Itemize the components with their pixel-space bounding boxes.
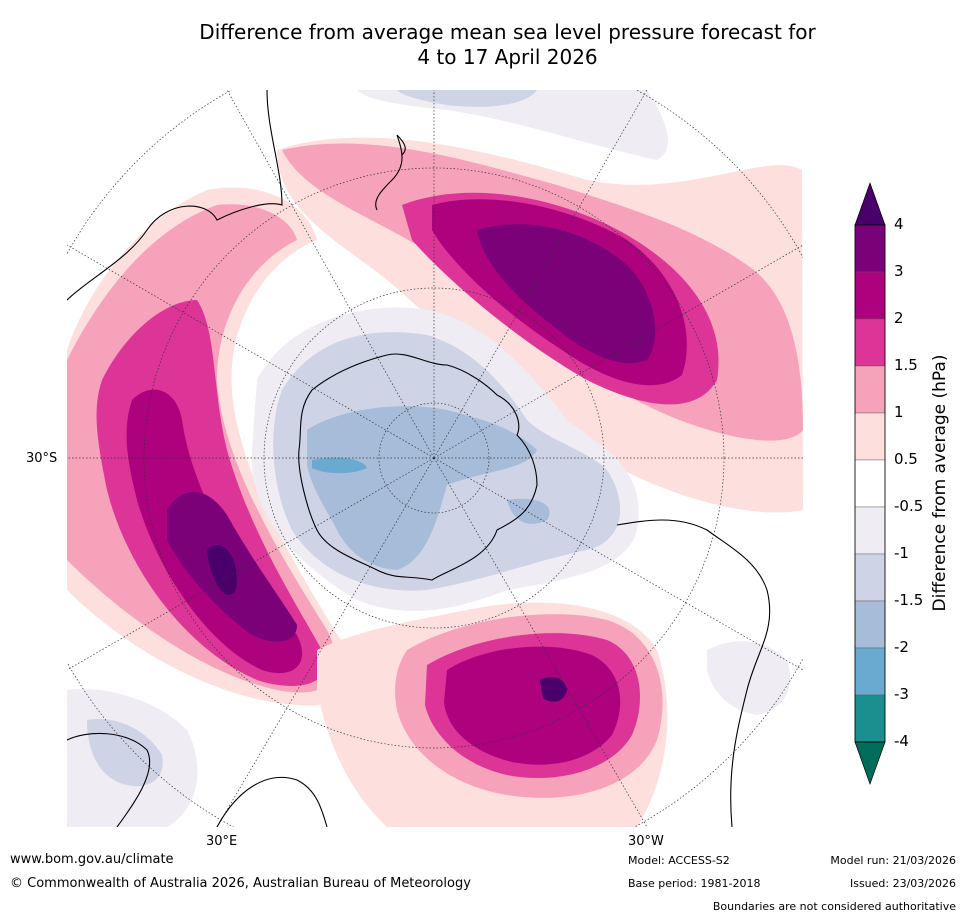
colorbar-tick-label: 1 (894, 403, 904, 421)
copyright: © Commonwealth of Australia 2026, Austra… (10, 876, 471, 891)
colorbar-segment (854, 600, 886, 649)
model-label: Model: ACCESS-S2 (628, 854, 730, 867)
colorbar-tick-label: 1.5 (894, 356, 918, 374)
anomaly-low-top (357, 90, 668, 160)
lon-label-30w: 30°W (628, 834, 664, 849)
colorbar-segment (854, 224, 886, 273)
colorbar-tick-label: -4 (894, 732, 909, 750)
coastlines (67, 90, 771, 827)
anomaly-low-top-inner (397, 90, 537, 107)
colorbar-under-arrow (854, 741, 886, 786)
anomaly-high-indian (67, 187, 354, 706)
lat-label-30s: 30°S (26, 451, 58, 466)
colorbar-segment (854, 412, 886, 461)
polar-map (67, 90, 803, 827)
base-period: Base period: 1981-2018 (628, 877, 761, 890)
colorbar-tick-label: 2 (894, 309, 904, 327)
anomaly-low-antarctica (251, 307, 639, 611)
antarctica-coast (298, 353, 538, 581)
colorbar-tick-label: -1.5 (894, 591, 924, 609)
colorbar-segment (854, 506, 886, 555)
anomaly-high-pacific (277, 137, 803, 513)
colorbar-outline (854, 224, 886, 743)
title-line-1: Difference from average mean sea level p… (199, 20, 816, 44)
colorbar-tick-label: -3 (894, 685, 909, 703)
colorbar-segment (854, 553, 886, 602)
south-america-coast (616, 519, 771, 827)
colorbar-tick-label: 0.5 (894, 450, 918, 468)
colorbar-over-arrow (854, 181, 886, 226)
colorbar-segment (854, 318, 886, 367)
colorbar-segment (854, 694, 886, 743)
website-link[interactable]: www.bom.gov.au/climate (10, 852, 174, 867)
disclaimer: Boundaries are not considered authoritat… (712, 900, 956, 913)
colorbar-segment (854, 271, 886, 320)
issued-date: Issued: 23/03/2026 (849, 877, 956, 890)
africa-coast (67, 732, 328, 827)
colorbar-tick-label: -1 (894, 544, 909, 562)
colorbar-segment (854, 647, 886, 696)
colorbar (854, 181, 886, 786)
colorbar-tick-label: -2 (894, 638, 909, 656)
colorbar-tick-label: 4 (894, 215, 904, 233)
model-run: Model run: 21/03/2026 (830, 854, 956, 867)
colorbar-segment (854, 365, 886, 414)
colorbar-title: Difference from average (hPa) (930, 354, 950, 612)
graticule (67, 90, 803, 827)
anomaly-low-south-america (707, 641, 791, 715)
anomaly-high-atlantic (317, 602, 668, 827)
colorbar-tick-label: -0.5 (894, 497, 924, 515)
colorbar-tick-label: 3 (894, 262, 904, 280)
anomaly-low-africa-inner (87, 719, 163, 787)
lon-label-30e: 30°E (206, 834, 238, 849)
chart-title: Difference from average mean sea level p… (0, 20, 965, 70)
australia-coast (67, 90, 283, 301)
new-zealand-coast (375, 134, 406, 211)
title-line-2: 4 to 17 April 2026 (417, 45, 598, 69)
colorbar-segment (854, 459, 886, 508)
